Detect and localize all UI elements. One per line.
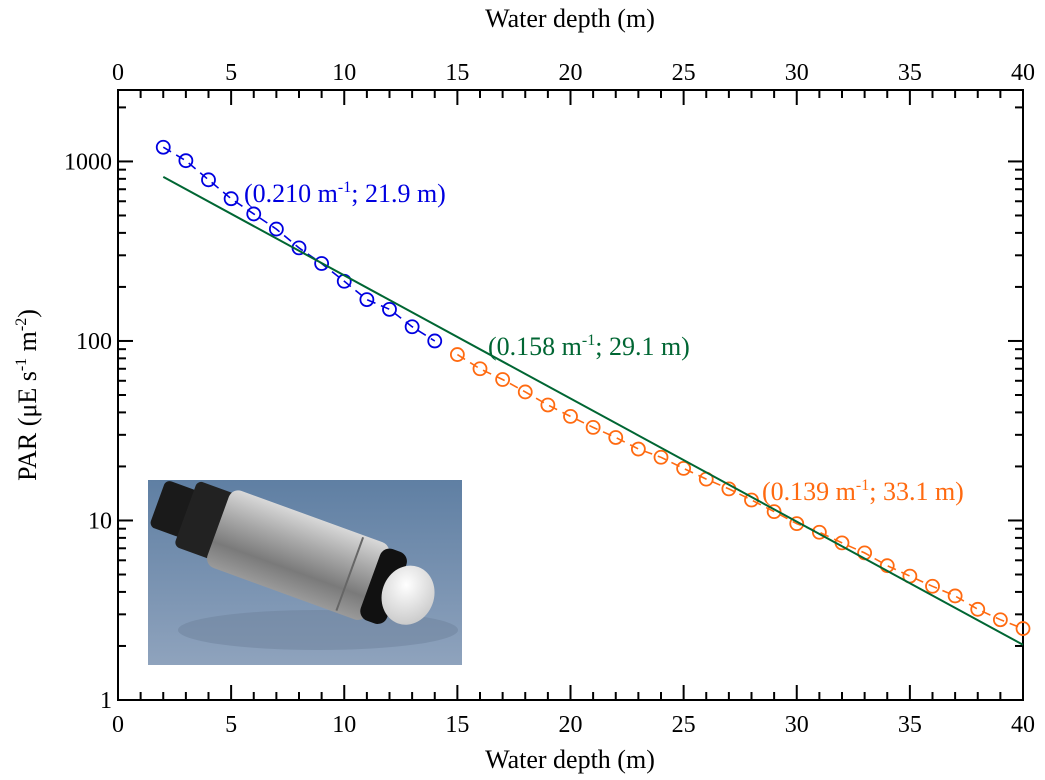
y-axis-title: PAR (μE s-1 m-2) [13, 309, 42, 481]
x-tick-label-bottom: 10 [332, 712, 356, 738]
data-point [314, 256, 330, 271]
data-point [947, 588, 963, 604]
par-sensor-photo [148, 480, 462, 665]
data-point [766, 504, 782, 520]
axis-tick-labels: 0 0 5 5 10 10 15 15 20 20 25 25 30 30 35 35 40 40 1 10 100 10… [64, 60, 1035, 738]
series-green-fit [162, 176, 1024, 646]
x-tick-label-top: 25 [672, 60, 696, 86]
y-tick-label: 1000 [64, 149, 112, 175]
data-point [495, 372, 511, 387]
data-point [992, 612, 1008, 628]
x-tick-label-bottom: 0 [112, 712, 124, 738]
data-point [178, 153, 194, 169]
x-tick-label-bottom: 40 [1011, 712, 1035, 738]
annotation-blue-fit: (0.210 m-1; 21.9 m) [244, 179, 446, 208]
data-point [653, 449, 669, 465]
data-point [970, 601, 986, 617]
data-point [789, 516, 805, 532]
data-point [811, 524, 827, 540]
x-axis-title-top: Water depth (m) [485, 4, 655, 33]
series-line [162, 176, 1024, 646]
x-tick-label-top: 10 [332, 60, 356, 86]
data-point [879, 558, 895, 574]
x-tick-label-top: 20 [559, 60, 583, 86]
data-point [246, 206, 262, 222]
x-axis-title-bottom: Water depth (m) [485, 745, 655, 774]
data-series [155, 139, 1031, 646]
annotation-orange-fit: (0.139 m-1; 33.1 m) [762, 477, 964, 506]
y-axis-title-main: PAR (μE s [13, 371, 42, 481]
x-tick-label-top: 40 [1011, 60, 1035, 86]
x-tick-label-top: 5 [225, 60, 237, 86]
axis-ticks [117, 90, 1024, 701]
data-point [427, 333, 443, 349]
x-tick-label-bottom: 35 [898, 712, 922, 738]
series-blue [155, 139, 443, 349]
x-tick-label-top: 15 [445, 60, 469, 86]
data-point [1015, 621, 1031, 636]
x-tick-label-top: 30 [785, 60, 809, 86]
data-point [608, 430, 624, 445]
data-point [449, 347, 465, 362]
y-tick-label: 1 [100, 688, 112, 714]
data-point [268, 221, 284, 237]
par-sensor-image [148, 480, 462, 665]
data-point [925, 578, 940, 594]
data-point [585, 419, 601, 435]
y-axis-title-sup2: -2 [13, 318, 30, 331]
y-tick-label: 100 [76, 329, 112, 355]
x-tick-label-bottom: 15 [445, 712, 469, 738]
data-point [630, 441, 646, 457]
series-orange [449, 347, 1031, 636]
data-point [223, 191, 239, 207]
data-point [517, 384, 533, 400]
data-point [404, 319, 420, 335]
data-point [540, 397, 556, 413]
x-tick-label-bottom: 25 [672, 712, 696, 738]
x-tick-label-top: 0 [112, 60, 124, 86]
data-point [359, 292, 375, 307]
data-point [382, 301, 397, 317]
annotation-green-fit: (0.158 m-1; 29.1 m) [488, 332, 690, 361]
data-point [201, 172, 216, 188]
series-line [456, 353, 1024, 630]
x-tick-label-top: 35 [898, 60, 922, 86]
y-axis-title-mid: m [13, 331, 42, 358]
y-tick-label: 10 [88, 508, 112, 534]
data-point [676, 461, 692, 476]
data-point [155, 139, 171, 155]
x-tick-label-bottom: 20 [559, 712, 583, 738]
y-axis-title-sup1: -1 [13, 358, 30, 371]
x-tick-label-bottom: 5 [225, 712, 237, 738]
series-line [162, 146, 436, 342]
data-point [563, 408, 578, 424]
x-tick-label-bottom: 30 [785, 712, 809, 738]
y-axis-title-end: ) [13, 309, 42, 318]
data-point [472, 361, 488, 377]
